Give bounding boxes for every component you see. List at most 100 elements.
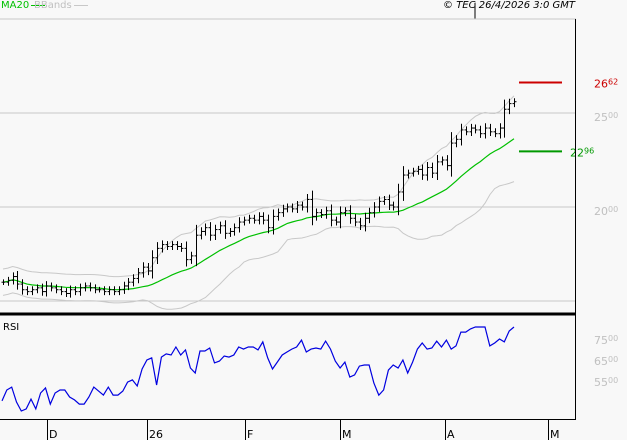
x-tick-label: F — [247, 428, 253, 440]
legend-bbands: BBands — [34, 0, 88, 11]
ohlc-bar — [112, 286, 117, 296]
ohlc-bar — [155, 242, 160, 264]
ohlc-bar — [358, 217, 363, 230]
rsi-tick-label: 6500 — [594, 355, 618, 368]
ohlc-bar — [73, 286, 78, 296]
ohlc-bar — [242, 216, 247, 226]
ohlc-bar — [401, 166, 406, 201]
ohlc-bar — [507, 98, 512, 115]
legend-ma20: MA20 — [1, 0, 46, 11]
ohlc-bar — [78, 283, 83, 296]
ohlc-bar — [271, 209, 276, 235]
ohlc-bar — [454, 135, 459, 148]
ohlc-bar — [343, 207, 348, 217]
ohlc-bar — [252, 214, 257, 224]
ohlc-bar — [54, 284, 59, 294]
ohlc-bar — [131, 274, 136, 287]
copyright: © TEC 26/4/2026 3:0 GMT — [443, 0, 575, 11]
support-level-label: 2296 — [570, 146, 594, 159]
ohlc-bar — [387, 194, 392, 210]
rsi-line — [1, 326, 515, 412]
resistance-level-label: 2662 — [594, 78, 618, 91]
ohlc-bar — [160, 240, 165, 253]
bbands-swatch — [73, 4, 88, 6]
price-tick-label: 2000 — [594, 205, 618, 218]
ohlc-bar — [498, 123, 503, 139]
ohlc-bar — [464, 126, 469, 136]
ohlc-bar — [430, 162, 435, 179]
ohlc-bar — [411, 167, 416, 177]
ohlc-bar — [102, 286, 107, 296]
ohlc-bar — [232, 223, 237, 236]
ohlc-bar — [165, 241, 170, 250]
ohlc-bar — [49, 282, 54, 292]
ma20-label: MA20 — [1, 0, 30, 11]
ohlc-bar — [126, 278, 131, 291]
ohlc-bar — [107, 286, 112, 296]
ohlc-bar — [25, 286, 30, 296]
ohlc-bar — [11, 272, 16, 285]
x-tick-label: D — [49, 428, 57, 440]
ohlc-bar — [223, 220, 228, 239]
ohlc-bar — [20, 279, 25, 295]
ohlc-bar — [117, 286, 122, 296]
ohlc-bar — [396, 183, 401, 216]
ohlc-bar — [194, 224, 199, 267]
bbands-label: BBands — [34, 0, 72, 11]
ohlc-bar — [179, 242, 184, 252]
ohlc-bar — [363, 212, 368, 232]
ohlc-bar — [300, 201, 305, 211]
ohlc-bar — [435, 154, 440, 181]
ohlc-bar — [175, 241, 180, 250]
ohlc-bar — [445, 155, 450, 171]
x-tick-label: M — [342, 428, 352, 440]
ohlc-bar — [30, 286, 35, 296]
rsi-title: RSI — [3, 322, 20, 333]
ohlc-bar — [68, 285, 73, 298]
ohlc-bar — [372, 202, 377, 218]
ohlc-bar — [473, 124, 478, 134]
ohlc-bar — [314, 208, 319, 221]
ohlc-bar — [353, 214, 358, 227]
ohlc-bar — [512, 98, 517, 108]
ohlc-bar — [469, 123, 474, 136]
ohlc-bar — [93, 284, 98, 294]
ohlc-bar — [329, 204, 334, 227]
ohlc-bar — [367, 207, 372, 224]
ohlc-bar — [276, 208, 281, 221]
ohlc-bar — [184, 241, 189, 267]
ohlc-bar — [15, 271, 20, 290]
ohlc-bar — [203, 223, 208, 236]
ohlc-bar — [493, 128, 498, 138]
ma20-swatch — [31, 4, 46, 6]
ohlc-bar — [6, 276, 11, 286]
ohlc-bar — [83, 282, 88, 292]
ohlc-bar — [199, 227, 204, 240]
ohlc-bar — [170, 241, 175, 250]
ohlc-bar — [324, 206, 329, 219]
ohlc-bar — [377, 196, 382, 212]
ohlc-bar — [502, 99, 507, 138]
ohlc-bar — [266, 214, 271, 234]
rsi-tick-label: 5500 — [594, 376, 618, 389]
bband-upper-line — [2, 95, 515, 278]
ohlc-bar — [247, 214, 252, 224]
ohlc-bar — [64, 288, 69, 297]
ohlc-bar — [310, 190, 315, 226]
ohlc-bar — [449, 132, 454, 177]
price-tick-label: 2500 — [594, 111, 618, 124]
ohlc-bar — [478, 125, 483, 138]
ohlc-bar — [208, 222, 213, 241]
ohlc-bar — [319, 209, 324, 219]
ohlc-bar — [122, 281, 127, 294]
x-tick-label: A — [447, 428, 455, 440]
ohlc-bar — [88, 282, 93, 292]
ohlc-bar — [440, 156, 445, 166]
ohlc-bar — [141, 262, 146, 278]
ohlc-bar — [189, 251, 194, 264]
bband-lower-line — [2, 181, 515, 310]
ohlc-bar — [290, 203, 295, 213]
ohlc-bar — [257, 212, 262, 225]
ohlc-bar — [35, 284, 40, 294]
ohlc-bar — [44, 281, 49, 297]
